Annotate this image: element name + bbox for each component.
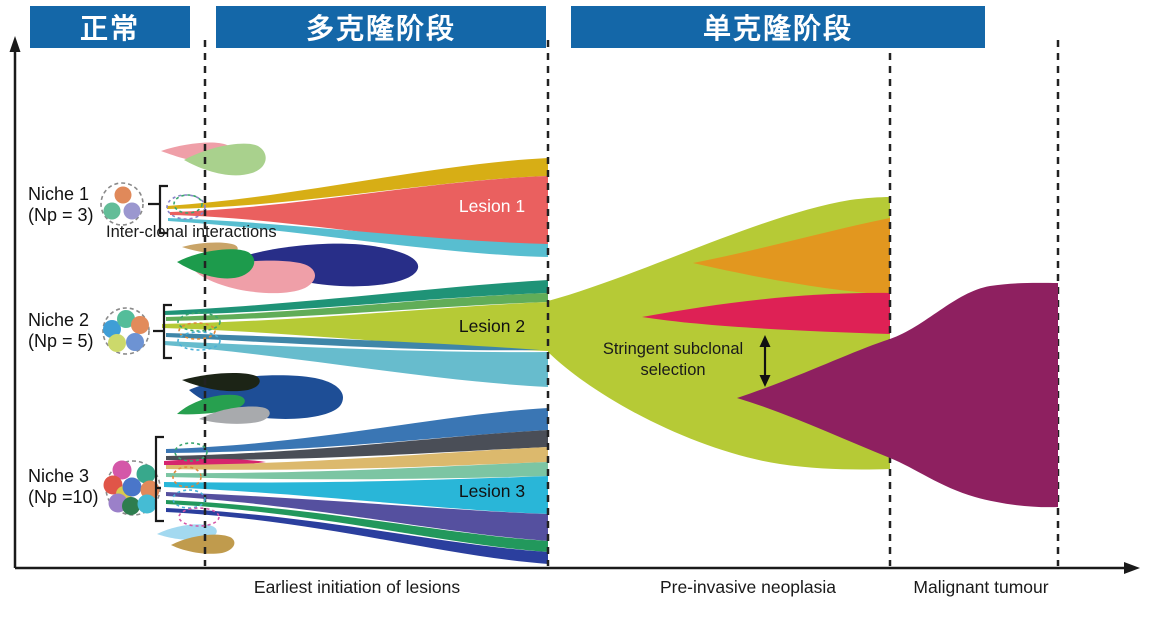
interaction-loop-green3 [174,442,208,462]
interaction-loop-purple [166,194,206,220]
lesion1-streams [167,158,548,257]
niche-brackets [148,184,172,523]
stringent-selection-label: Stringent subclonal selection [578,339,768,381]
niche2-dot-yellowgreen [108,334,126,352]
stage-label-earliest-initiation: Earliest initiation of lesions [253,577,461,597]
lesion3-tan-stream [166,447,548,470]
stringent-line2: selection [640,361,706,379]
stringent-line1: Stringent subclonal [602,340,744,358]
extinct-blob-green [177,249,255,279]
niche3-label: Niche 3 (Np =10) [28,466,99,508]
interaction-loop-green1 [173,194,203,214]
interaction-loop-orange1 [178,322,216,340]
niche2-label: Niche 2 (Np = 5) [28,310,94,352]
niche2-cluster-icon [102,307,150,355]
extinct-blob-tan2 [171,534,235,554]
niche1-name: Niche 1 [28,184,90,204]
interclonal-interactions-label: Inter-clonal interactions [106,223,277,241]
interaction-loop-cyan1 [177,331,221,351]
lesion2-yellowgreen-stream [162,302,548,351]
lesion2-green-stream [166,293,548,321]
niche3-dot-teal [136,464,156,484]
x-axis-arrowhead [1124,562,1140,574]
lesion2-lightcyan-stream [164,341,548,387]
niche1-bracket [148,184,168,235]
header-monoclonal: 单克隆阶段 [571,6,985,48]
lesion3-purple-stream [166,492,548,541]
niche1-dot-teal [103,202,121,220]
extinct-blob-lightgreen [184,143,266,176]
double-arrow-head-down [759,375,771,387]
extinct-blob-gray [199,406,270,424]
lesion2-teal-stream [164,280,548,315]
niche2-dot-orange [131,316,149,334]
monoclonal-crimson-subclone [642,292,890,334]
lesion3-label: Lesion 3 [458,481,526,501]
niche2-dot-blue [126,333,144,351]
niche3-name: Niche 3 [28,466,90,486]
lesion3-cyan-stream [164,476,548,514]
niche3-bracket [154,435,164,523]
niche3-cluster-icon [103,460,161,516]
niche3-np: (Np =10) [28,487,99,507]
niche1-np: (Np = 3) [28,205,94,225]
niche1-cluster-icon [100,182,144,226]
lesion1-red-stream [170,176,548,245]
stage-label-malignant: Malignant tumour [913,577,1049,597]
niche2-bracket [153,303,172,360]
monoclonal-orange-subclone [693,218,890,295]
stringent-selection-arrow [759,335,771,387]
extinct-blob-black [182,372,260,392]
lesion2-steelblue-stream [166,333,540,351]
lesion1-cyan-stream [168,218,548,257]
lesion3-streams [164,408,548,564]
interaction-loop-green2 [177,312,221,332]
extinct-clones-niche1 [161,142,266,176]
interaction-loop-orange2 [172,466,202,488]
lesion3-green-stream [166,500,548,552]
header-polyclonal: 多克隆阶段 [216,6,546,48]
y-axis-arrowhead [9,36,21,52]
stage-label-preinvasive: Pre-invasive neoplasia [659,577,837,597]
interclonal-loops [166,194,221,527]
niche2-dot-tealgreen [117,310,135,328]
malignant-maroon-clone [737,282,1058,508]
niche2-dot-azure [103,320,121,338]
lesion3-navy-stream [166,508,548,564]
lesion1-label: Lesion 1 [458,196,526,216]
lesion2-streams [162,280,548,387]
lesion1-gold-stream [167,158,548,209]
lesion2-label: Lesion 2 [458,316,526,336]
niche2-np: (Np = 5) [28,331,94,351]
extinct-clones-niche2-upper [177,242,419,294]
extinct-clones-niche2-lower [177,372,343,424]
niche3-dot-blue [122,477,142,497]
axes [13,50,1126,570]
niche1-dot-lavender [123,202,141,220]
double-arrow-head-up [759,335,771,347]
lesion3-seafoam-stream [166,462,548,480]
niche3-dot-darkgreen [122,497,140,515]
niche3-dot-magenta [112,460,132,480]
interaction-loop-cyan2 [172,489,206,509]
lesion3-blue-stream [166,408,548,453]
niche1-dot-orange [114,186,132,204]
header-normal: 正常 [30,6,190,48]
niche1-label: Niche 1 (Np = 3) [28,184,94,226]
niche3-dot-cyan [137,494,157,514]
lesion3-gray-stream [166,430,548,461]
extinct-clones-niche3-lower [157,524,235,554]
niche2-name: Niche 2 [28,310,90,330]
interaction-loop-magenta [178,507,220,527]
